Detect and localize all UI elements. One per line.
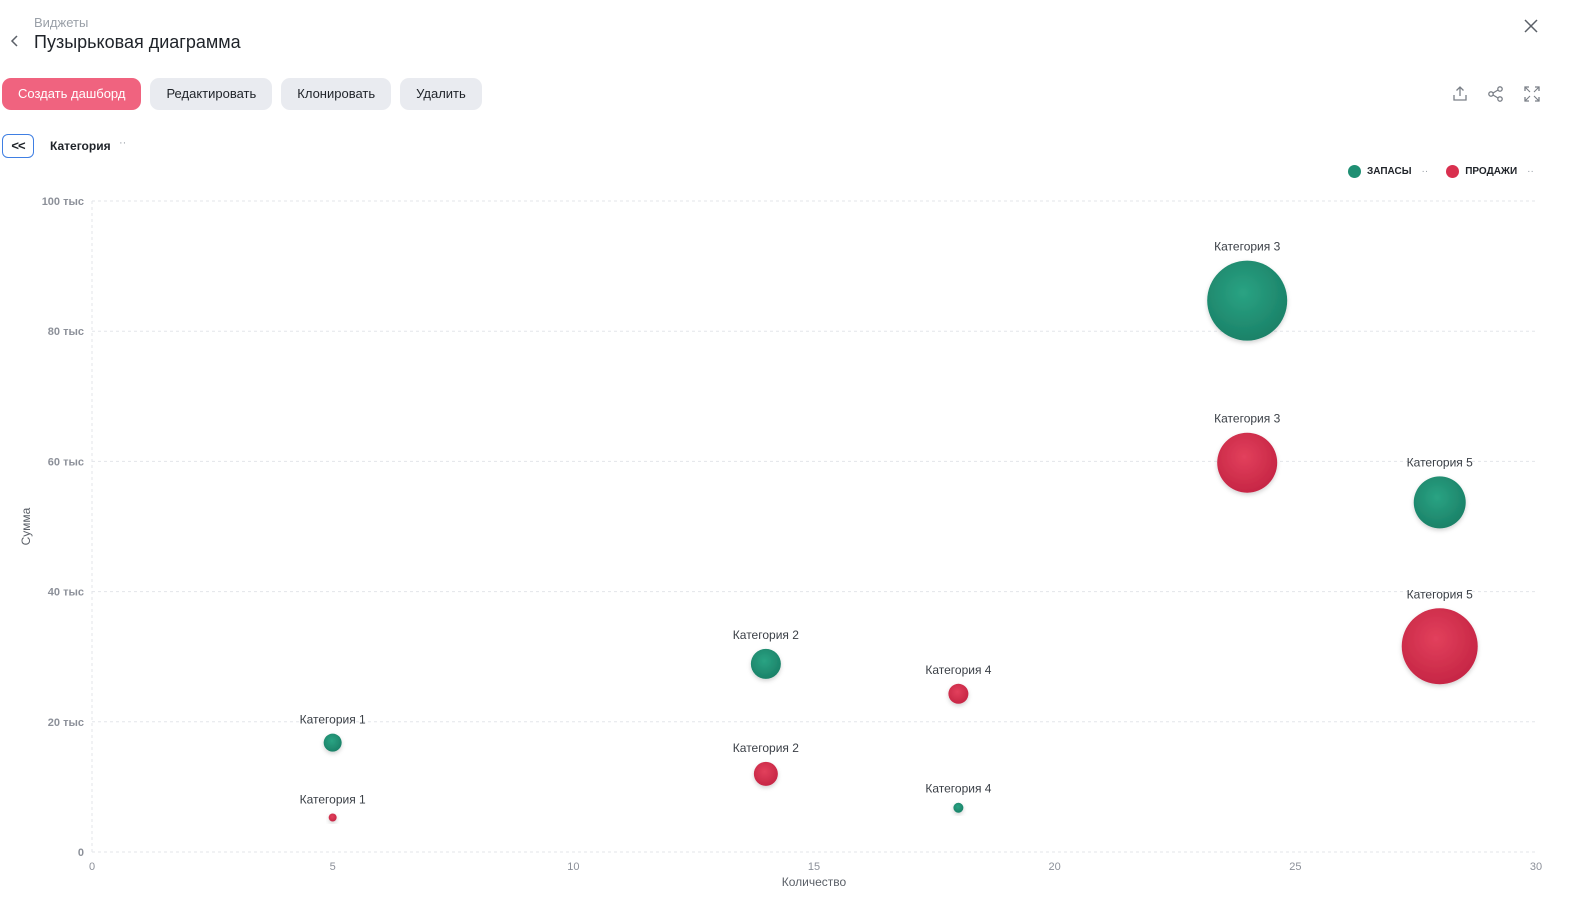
chart-legend: ЗАПАСЫ ·· ПРОДАЖИ ·· bbox=[1348, 165, 1534, 178]
legend-label-sales: ПРОДАЖИ bbox=[1465, 166, 1518, 177]
bubble-point bbox=[323, 733, 342, 752]
y-tick-label: 80 тыс bbox=[48, 326, 84, 338]
x-tick-label: 25 bbox=[1289, 861, 1301, 873]
bubble-label: Категория 1 bbox=[300, 713, 366, 727]
legend-item-stock[interactable]: ЗАПАСЫ ·· bbox=[1348, 165, 1428, 178]
collapse-panel-button[interactable]: << bbox=[2, 134, 34, 158]
create-dashboard-button[interactable]: Создать дашборд bbox=[2, 78, 142, 110]
bubble-point bbox=[1217, 432, 1278, 493]
edit-button[interactable]: Редактировать bbox=[150, 78, 273, 110]
legend-dot-stock bbox=[1348, 165, 1361, 178]
category-filter-label[interactable]: Категория bbox=[50, 139, 111, 153]
x-tick-label: 0 bbox=[89, 861, 95, 873]
bubble-point bbox=[1401, 608, 1478, 685]
bubble-label: Категория 5 bbox=[1407, 587, 1473, 601]
bubble-point bbox=[948, 683, 969, 704]
bubble-label: Категория 2 bbox=[733, 741, 799, 755]
x-tick-label: 20 bbox=[1049, 861, 1061, 873]
bubble-point bbox=[753, 761, 778, 786]
bubble-label: Категория 2 bbox=[733, 628, 799, 642]
breadcrumb[interactable]: Виджеты bbox=[34, 15, 89, 30]
bubble-point bbox=[953, 802, 964, 813]
x-tick-label: 5 bbox=[330, 861, 336, 873]
delete-button[interactable]: Удалить bbox=[400, 78, 482, 110]
page-title: Пузырьковая диаграмма bbox=[34, 32, 241, 52]
legend-dot-sales bbox=[1446, 165, 1460, 178]
x-axis-label: Количество bbox=[782, 875, 847, 889]
chart-axes: 0 20 тыс 40 тыс 60 тыс 80 тыс 100 тыс 0 5 10 15 20… bbox=[19, 196, 1542, 889]
x-tick-label: 30 bbox=[1530, 861, 1542, 873]
bubble-label: Категория 3 bbox=[1214, 240, 1280, 254]
y-axis-label: Сумма bbox=[19, 507, 33, 545]
chevron-left-icon[interactable] bbox=[6, 31, 24, 51]
widget-tools bbox=[1450, 84, 1542, 104]
bubble-point bbox=[1413, 476, 1466, 529]
bubble-label: Категория 4 bbox=[925, 663, 991, 677]
chart-bubbles: Категория 1 Категория 2 Категория 3 Категор… bbox=[300, 240, 1478, 822]
filter-more-icon[interactable]: ·· bbox=[119, 137, 127, 149]
bubble-point bbox=[1207, 260, 1288, 341]
toolbar: Создать дашборд Редактировать Клонироват… bbox=[2, 78, 482, 110]
legend-item-sales[interactable]: ПРОДАЖИ ·· bbox=[1446, 165, 1534, 178]
export-icon[interactable] bbox=[1450, 84, 1470, 104]
legend-more-stock[interactable]: ·· bbox=[1421, 166, 1429, 177]
clone-button[interactable]: Клонировать bbox=[281, 78, 392, 110]
chart-grid bbox=[91, 200, 1536, 853]
legend-more-sales[interactable]: ·· bbox=[1527, 166, 1534, 177]
y-tick-label: 0 bbox=[78, 847, 84, 859]
y-tick-label: 40 тыс bbox=[48, 587, 84, 599]
x-tick-label: 15 bbox=[808, 861, 820, 873]
bubble-label: Категория 5 bbox=[1407, 455, 1473, 469]
bubble-label: Категория 1 bbox=[300, 792, 366, 806]
bubble-point bbox=[750, 648, 781, 679]
y-tick-label: 60 тыс bbox=[48, 456, 84, 468]
x-tick-label: 10 bbox=[567, 861, 579, 873]
fullscreen-icon[interactable] bbox=[1522, 84, 1542, 104]
y-tick-label: 20 тыс bbox=[48, 717, 84, 729]
share-icon[interactable] bbox=[1486, 84, 1506, 104]
close-icon[interactable] bbox=[1520, 15, 1542, 37]
bubble-label: Категория 3 bbox=[1214, 412, 1280, 426]
bubble-point bbox=[328, 813, 337, 822]
y-tick-label: 100 тыс bbox=[42, 196, 84, 208]
bubble-label: Категория 4 bbox=[925, 782, 991, 796]
legend-label-stock: ЗАПАСЫ bbox=[1367, 166, 1412, 177]
